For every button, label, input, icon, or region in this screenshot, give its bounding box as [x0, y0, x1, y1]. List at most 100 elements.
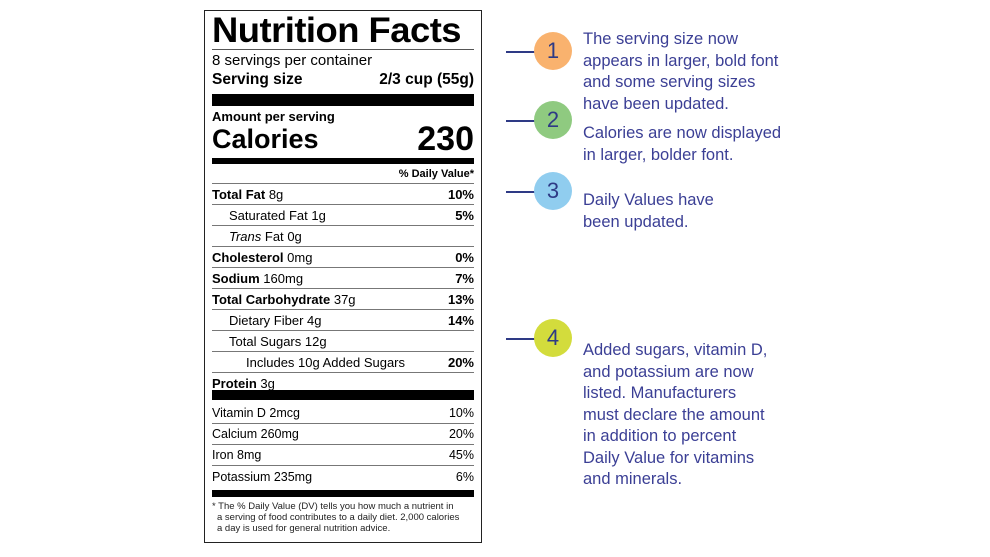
calories-label: Calories: [212, 123, 319, 154]
nutrient-row: Total Carbohydrate 37g 13%: [212, 289, 474, 310]
number-badge: 4: [534, 319, 572, 357]
nutrient-name: Includes 10g Added Sugars: [246, 354, 406, 370]
servings-per-container: 8 servings per container: [212, 52, 373, 69]
nutrient-dv: 10%: [447, 186, 474, 202]
nutrient-amount: 0g: [287, 228, 302, 244]
annotation-marker-2: 2: [506, 101, 796, 141]
nutrient-row: Protein 3g: [212, 373, 474, 394]
annotation-line: Daily Values have: [583, 191, 714, 209]
annotation-marker-4: 4: [506, 319, 796, 359]
nutrient-name: Total Fat: [212, 186, 266, 202]
nutrient-name: Dietary Fiber: [229, 312, 304, 328]
vitamin-dv: 45%: [448, 448, 474, 462]
dv-header-text: % Daily Value*: [398, 167, 474, 180]
nutrient-dv: 13%: [447, 291, 474, 307]
footnote-line: * The % Daily Value (DV) tells you how m…: [212, 501, 454, 512]
annotation-text: Daily Values have been updated.: [583, 190, 714, 233]
nutrient-row: Trans Fat 0g: [212, 226, 474, 247]
nutrition-facts-label: Nutrition Facts 8 servings per container…: [204, 10, 482, 543]
nutrient-name-group: Dietary Fiber 4g: [229, 313, 322, 328]
nutrient-name: Total Sugars: [229, 333, 302, 349]
vitamin-dv: 20%: [448, 427, 474, 441]
nutrient-name-group: Cholesterol 0mg: [212, 250, 312, 265]
annotation-line: and potassium are now: [583, 362, 754, 381]
amount-per-serving: Amount per serving: [212, 109, 335, 124]
nutrient-amount: 160mg: [263, 270, 304, 286]
divider: [212, 49, 474, 50]
nutrient-dv: 14%: [447, 312, 474, 328]
vitamin-row: Calcium 260mg 20%: [212, 424, 474, 445]
annotation-line: Added sugars, vitamin D,: [583, 341, 768, 359]
nutrient-name: Protein: [212, 376, 257, 391]
nutrient-name-group: Includes 10g Added Sugars: [246, 355, 405, 370]
connector-line: [506, 120, 536, 122]
footnote-line: a serving of food contributes to a daily…: [217, 512, 460, 523]
thick-divider: [212, 158, 474, 164]
serving-size-row: Serving size 2/3 cup (55g): [212, 69, 474, 91]
annotation-marker-1: 1: [506, 32, 796, 72]
nutrient-name-group: Protein 3g: [212, 376, 275, 391]
connector-line: [506, 191, 536, 193]
nutrient-amount: 3g: [260, 376, 275, 391]
nutrient-row: Cholesterol 0mg 0%: [212, 247, 474, 268]
annotation-line: been updated.: [583, 212, 689, 231]
nutrient-dv: 0%: [455, 249, 474, 265]
nutrient-name: Trans: [229, 228, 262, 244]
serving-size-label: Serving size: [212, 71, 303, 88]
label-title: Nutrition Facts: [212, 11, 462, 50]
connector-line: [506, 338, 536, 340]
annotation-text: Added sugars, vitamin D, and potassium ar…: [583, 340, 767, 491]
nutrient-dv: 7%: [455, 270, 474, 286]
nutrient-amount: 12g: [304, 333, 327, 349]
daily-value-header: % Daily Value*: [212, 164, 474, 184]
vitamin-row: Iron 8mg 45%: [212, 445, 474, 466]
annotation-line: Calories are now displayed: [583, 124, 782, 142]
vitamin-name: Iron 8mg: [212, 448, 262, 462]
nutrient-name: Saturated Fat: [229, 207, 308, 223]
nutrient-amount: 0mg: [287, 249, 313, 265]
nutrient-name: Cholesterol: [212, 249, 284, 265]
vitamin-dv: 10%: [448, 406, 474, 420]
nutrient-row: Total Fat 8g 10%: [212, 184, 474, 205]
nutrient-dv: 20%: [447, 354, 474, 370]
number-badge: 3: [534, 172, 572, 210]
serving-size-value: 2/3 cup (55g): [379, 71, 474, 88]
vitamin-name: Calcium 260mg: [212, 427, 299, 441]
vitamin-name: Vitamin D 2mcg: [212, 406, 300, 420]
number-badge: 2: [534, 101, 572, 139]
nutrient-name: Total Carbohydrate: [212, 291, 331, 307]
annotation-line: and some serving sizes: [583, 73, 756, 91]
nutrient-list: Total Fat 8g 10% Saturated Fat 1g 5% Trans F…: [212, 184, 474, 394]
vitamin-row: Potassium 235mg 6%: [212, 466, 474, 487]
nutrient-name-group: Saturated Fat 1g: [229, 208, 326, 223]
calories-row: Calories 230: [212, 119, 474, 158]
nutrient-name-group: Sodium 160mg: [212, 271, 303, 286]
vitamin-row: Vitamin D 2mcg 10%: [212, 403, 474, 424]
nutrient-name-group: Total Fat 8g: [212, 187, 283, 202]
annotation-text: Calories are now displayed in larger, bol…: [583, 123, 781, 166]
nutrient-row: Dietary Fiber 4g 14%: [212, 310, 474, 331]
annotation-line: appears in larger, bold font: [583, 51, 779, 70]
annotation-line: in larger, bolder font.: [583, 145, 734, 164]
vitamin-dv: 6%: [455, 469, 474, 484]
annotation-marker-3: 3: [506, 172, 796, 212]
annotation-line: must declare the amount: [583, 405, 765, 424]
nutrient-amount: 37g: [333, 291, 356, 307]
thick-divider: [212, 490, 474, 497]
nutrient-name-group: Total Carbohydrate 37g: [212, 292, 356, 307]
nutrient-name-suffix: Fat: [264, 228, 284, 244]
annotation-line: have been updated.: [583, 94, 729, 113]
annotation-line: listed. Manufacturers: [583, 384, 737, 402]
connector-line: [506, 51, 536, 53]
vitamin-name: Potassium 235mg: [212, 469, 313, 484]
calories-value: 230: [417, 119, 474, 158]
annotation-text: The serving size now appears in larger, b…: [583, 29, 778, 115]
nutrient-row: Sodium 160mg 7%: [212, 268, 474, 289]
footnote-line: a day is used for general nutrition advi…: [217, 523, 391, 534]
vitamin-list: Vitamin D 2mcg 10% Calcium 260mg 20% Iron 8m…: [212, 403, 474, 487]
annotation-line: The serving size now: [583, 30, 738, 48]
nutrient-name-group: Trans Fat 0g: [229, 229, 302, 244]
nutrient-row: Total Sugars 12g: [212, 331, 474, 352]
nutrient-name-group: Total Sugars 12g: [229, 334, 327, 349]
nutrient-dv: 5%: [455, 207, 474, 223]
